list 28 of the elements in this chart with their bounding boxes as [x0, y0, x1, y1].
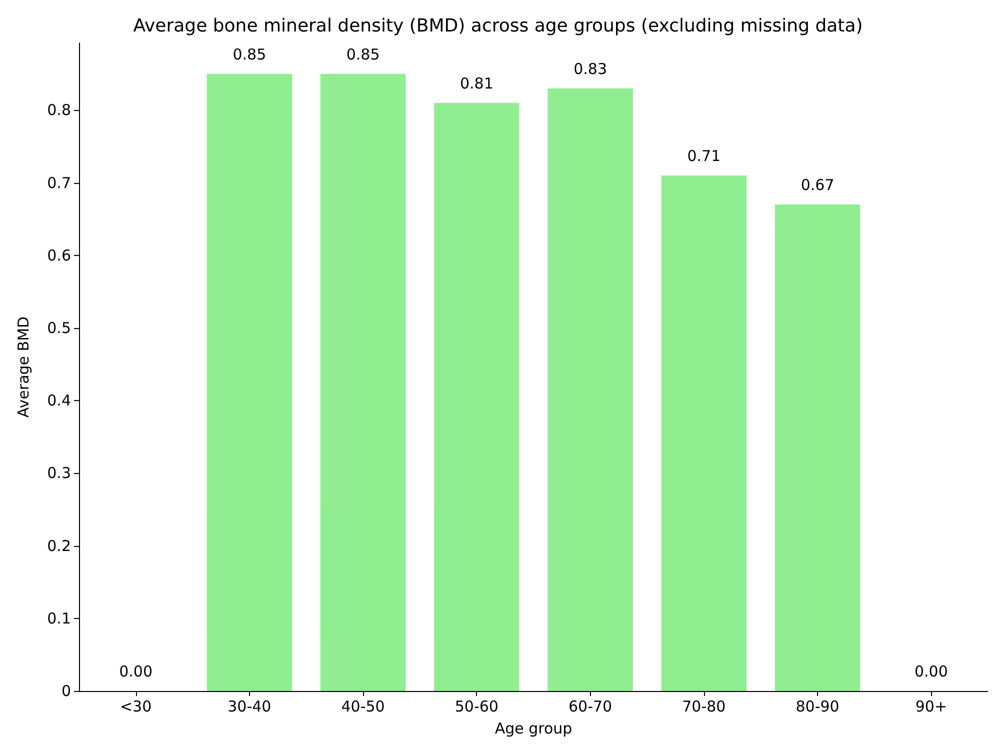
data-label: 0.67: [800, 176, 834, 194]
data-label: 0.83: [574, 60, 608, 78]
x-tick-label: 70-80: [682, 698, 726, 716]
data-label: 0.85: [346, 45, 380, 64]
y-tick-label: 0.5: [47, 318, 71, 337]
data-label: 0.81: [460, 74, 494, 92]
data-label: 0.00: [914, 662, 948, 680]
x-tick-label: 40-50: [341, 698, 385, 716]
y-tick-label: 0.6: [47, 246, 71, 264]
y-tick-label: 0.7: [47, 174, 71, 192]
data-label: 0.71: [687, 147, 721, 166]
chart-title: Average bone mineral density (BMD) across age groups (excluding missing data): [133, 16, 863, 36]
y-tick-label: 0.3: [47, 464, 71, 482]
y-tick-label: 0.2: [47, 536, 71, 555]
x-tick-label: 80-90: [796, 698, 840, 716]
y-tick-label: 0.1: [47, 609, 71, 628]
x-tick-label: 60-70: [568, 698, 612, 716]
x-tick-label: <30: [120, 698, 152, 716]
y-tick-label: 0.8: [47, 101, 71, 120]
data-label: 0.00: [119, 662, 153, 680]
y-tick-label: 0: [61, 682, 71, 700]
data-label: 0.85: [232, 45, 266, 64]
y-axis-title: Average BMD: [14, 316, 32, 418]
x-tick-label: 30-40: [228, 698, 272, 716]
x-tick-label: 90+: [915, 698, 948, 716]
x-axis-title: Age group: [494, 720, 572, 738]
x-tick-label: 50-60: [454, 698, 498, 716]
y-tick-label: 0.4: [47, 392, 71, 410]
